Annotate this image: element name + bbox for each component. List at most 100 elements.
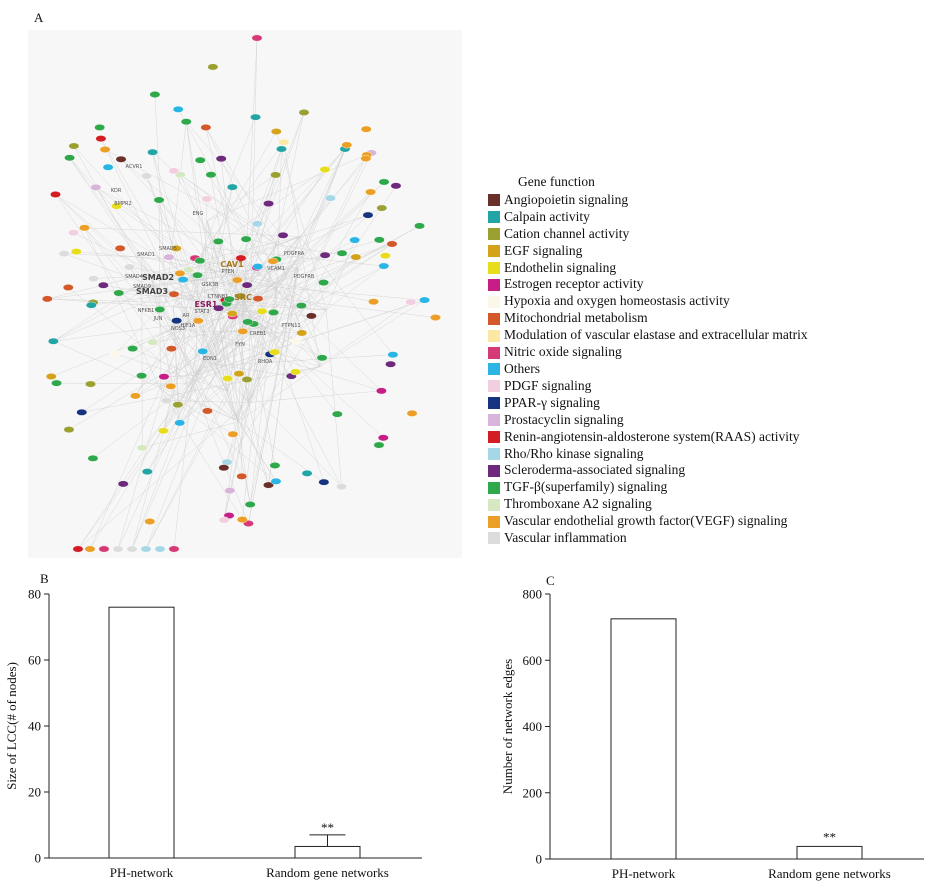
network-edge	[299, 148, 346, 257]
network-edge	[326, 310, 342, 487]
network-node	[109, 350, 121, 357]
network-edge	[238, 421, 277, 482]
y-tick-label: 0	[536, 852, 543, 867]
network-edge	[47, 267, 299, 300]
network-node	[124, 263, 135, 271]
network-edge	[205, 127, 277, 245]
network-node	[256, 307, 268, 315]
network-edge	[242, 326, 266, 520]
network-node	[70, 248, 82, 255]
legend-label: EGF signaling	[504, 242, 583, 258]
network-node	[325, 194, 336, 202]
legend-items: Angiopoietin signaling Calpain activity Ca…	[488, 192, 808, 547]
network-edge	[77, 402, 249, 550]
network-node-label: BMPR2	[114, 201, 131, 207]
panel-c-letter: C	[546, 573, 555, 588]
network-node	[368, 298, 379, 306]
significance-annotation: **	[321, 820, 334, 835]
legend-swatch	[488, 211, 500, 224]
network-node	[226, 310, 238, 318]
network-node	[192, 271, 203, 279]
network-node	[430, 314, 441, 321]
network-edge	[199, 260, 327, 311]
legend-swatch	[488, 278, 500, 291]
network-node	[316, 354, 328, 362]
legend-label: TGF-β(superfamily) signaling	[504, 479, 668, 495]
y-tick-label: 80	[28, 587, 41, 602]
network-edge	[141, 256, 374, 302]
legend-label: Nitric oxide signaling	[504, 344, 622, 360]
network-edge	[55, 194, 186, 385]
network-edge	[234, 144, 348, 420]
y-tick-label: 400	[523, 719, 543, 734]
legend-swatch	[488, 245, 500, 258]
legend-item: Estrogen receptor activity	[488, 276, 808, 293]
network-node-label: PDGFRA	[284, 251, 305, 257]
legend-swatch	[488, 228, 500, 241]
network-node-label: ACVR1	[126, 164, 143, 170]
network-node	[136, 444, 148, 452]
network-edge	[248, 390, 382, 403]
legend-label: Angiopoietin signaling	[504, 191, 629, 207]
network-node	[197, 347, 209, 355]
network-node	[263, 481, 274, 489]
network-edge	[195, 187, 233, 376]
network-node-label: CTNNB1	[208, 294, 229, 300]
network-node	[163, 253, 175, 261]
network-edge	[135, 338, 276, 397]
legend-swatch	[488, 194, 500, 207]
network-node	[85, 301, 97, 309]
network-edge	[142, 421, 239, 449]
network-node	[174, 419, 186, 427]
network-edge	[206, 174, 276, 222]
network-edge	[68, 287, 236, 420]
network-node	[223, 295, 235, 303]
network-node	[387, 351, 399, 359]
lcc-size-bar-chart: 0 20 40 60 80 Size of LCC(# of nodes) PH-netwo…	[4, 587, 422, 880]
network-edge	[248, 152, 372, 403]
network-node	[269, 462, 281, 469]
legend-item: Hypoxia and oxygen homeostasis activity	[488, 293, 808, 310]
network-node	[236, 472, 248, 480]
network-edge	[76, 251, 142, 258]
network-node	[112, 545, 124, 553]
network-node	[270, 128, 282, 135]
network-node	[117, 480, 129, 488]
network-edge	[215, 225, 420, 336]
network-edge	[249, 267, 299, 505]
network-node	[168, 167, 180, 175]
legend-swatch	[488, 532, 500, 545]
network-node-label: RHOA	[258, 359, 273, 365]
network-node	[319, 166, 331, 173]
network-node	[380, 252, 391, 260]
network-node	[172, 105, 184, 113]
network-node	[331, 410, 343, 418]
network-node	[102, 163, 114, 171]
network-edge	[186, 121, 218, 366]
network-node	[235, 292, 247, 300]
network-node	[113, 289, 125, 297]
network-edge	[47, 236, 300, 300]
network-edges	[47, 37, 436, 550]
network-edge	[215, 152, 372, 336]
network-node	[147, 148, 158, 156]
network-edge	[84, 227, 161, 390]
network-node	[336, 483, 347, 491]
network-node	[241, 376, 253, 383]
y-tick-label: 200	[523, 785, 543, 800]
network-edge	[141, 257, 240, 374]
legend-label: Hypoxia and oxygen homeostasis activity	[504, 293, 730, 309]
y-tick-label: 800	[523, 587, 543, 602]
legend-item: PDGF signaling	[488, 378, 808, 395]
network-node	[377, 434, 389, 442]
network-edge	[104, 149, 300, 257]
network-edge	[240, 236, 300, 259]
network-node	[341, 141, 353, 149]
network-node	[177, 276, 189, 284]
network-node-label: PTEN	[222, 269, 235, 275]
network-node	[99, 146, 111, 153]
network-node	[362, 211, 374, 219]
network-node	[87, 454, 99, 462]
network-node	[350, 253, 362, 261]
network-edge	[147, 244, 277, 472]
